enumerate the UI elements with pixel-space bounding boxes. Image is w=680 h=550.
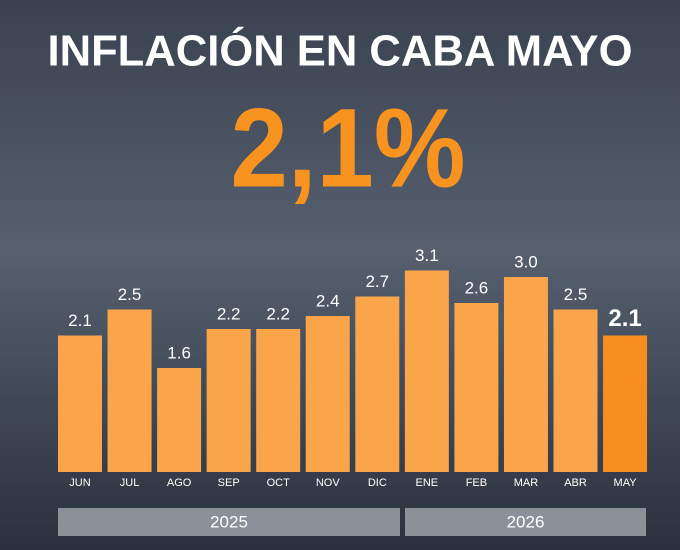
x-tick-label: ABR: [564, 477, 587, 489]
x-tick-label: FEB: [466, 477, 487, 489]
headline: 2,1%: [231, 86, 466, 211]
value-label: 2.2: [266, 304, 290, 323]
bar: [355, 296, 400, 472]
x-tick-label: MAY: [614, 477, 638, 489]
year-band: [405, 508, 646, 536]
bar: [454, 303, 499, 472]
value-label: 3.1: [415, 246, 439, 265]
value-label: 2.6: [465, 278, 489, 297]
bar: [107, 309, 152, 472]
bar: [58, 335, 102, 472]
bar: [404, 270, 449, 472]
value-label: 2.4: [316, 291, 340, 310]
value-label: 2.1: [608, 305, 641, 332]
year-band: [58, 508, 400, 536]
bar: [503, 277, 548, 472]
bar: [256, 329, 301, 472]
value-label: 3.0: [514, 252, 538, 271]
x-tick-label: OCT: [267, 477, 291, 489]
chart-title: INFLACIÓN EN CABA MAYO: [48, 26, 633, 76]
year-label: 2026: [507, 512, 545, 531]
value-label: 2.5: [118, 285, 142, 304]
bar: [553, 309, 598, 472]
x-tick-label: SEP: [218, 477, 240, 489]
bar: [157, 368, 202, 472]
value-label: 1.6: [167, 343, 191, 362]
x-tick-label: DIC: [368, 477, 387, 489]
x-tick-label: AGO: [167, 477, 192, 489]
bar: [206, 329, 251, 472]
value-label: 2.1: [68, 311, 92, 330]
x-tick-label: JUL: [120, 477, 140, 489]
year-label: 2025: [210, 512, 248, 531]
bar: [603, 335, 648, 472]
x-tick-label: MAR: [514, 477, 539, 489]
x-tick-label: ENE: [416, 477, 439, 489]
bar: [305, 316, 350, 472]
value-label: 2.5: [564, 285, 588, 304]
x-tick-label: NOV: [316, 477, 341, 489]
x-tick-label: JUN: [69, 477, 90, 489]
value-label: 2.7: [365, 272, 389, 291]
value-label: 2.2: [217, 304, 241, 323]
